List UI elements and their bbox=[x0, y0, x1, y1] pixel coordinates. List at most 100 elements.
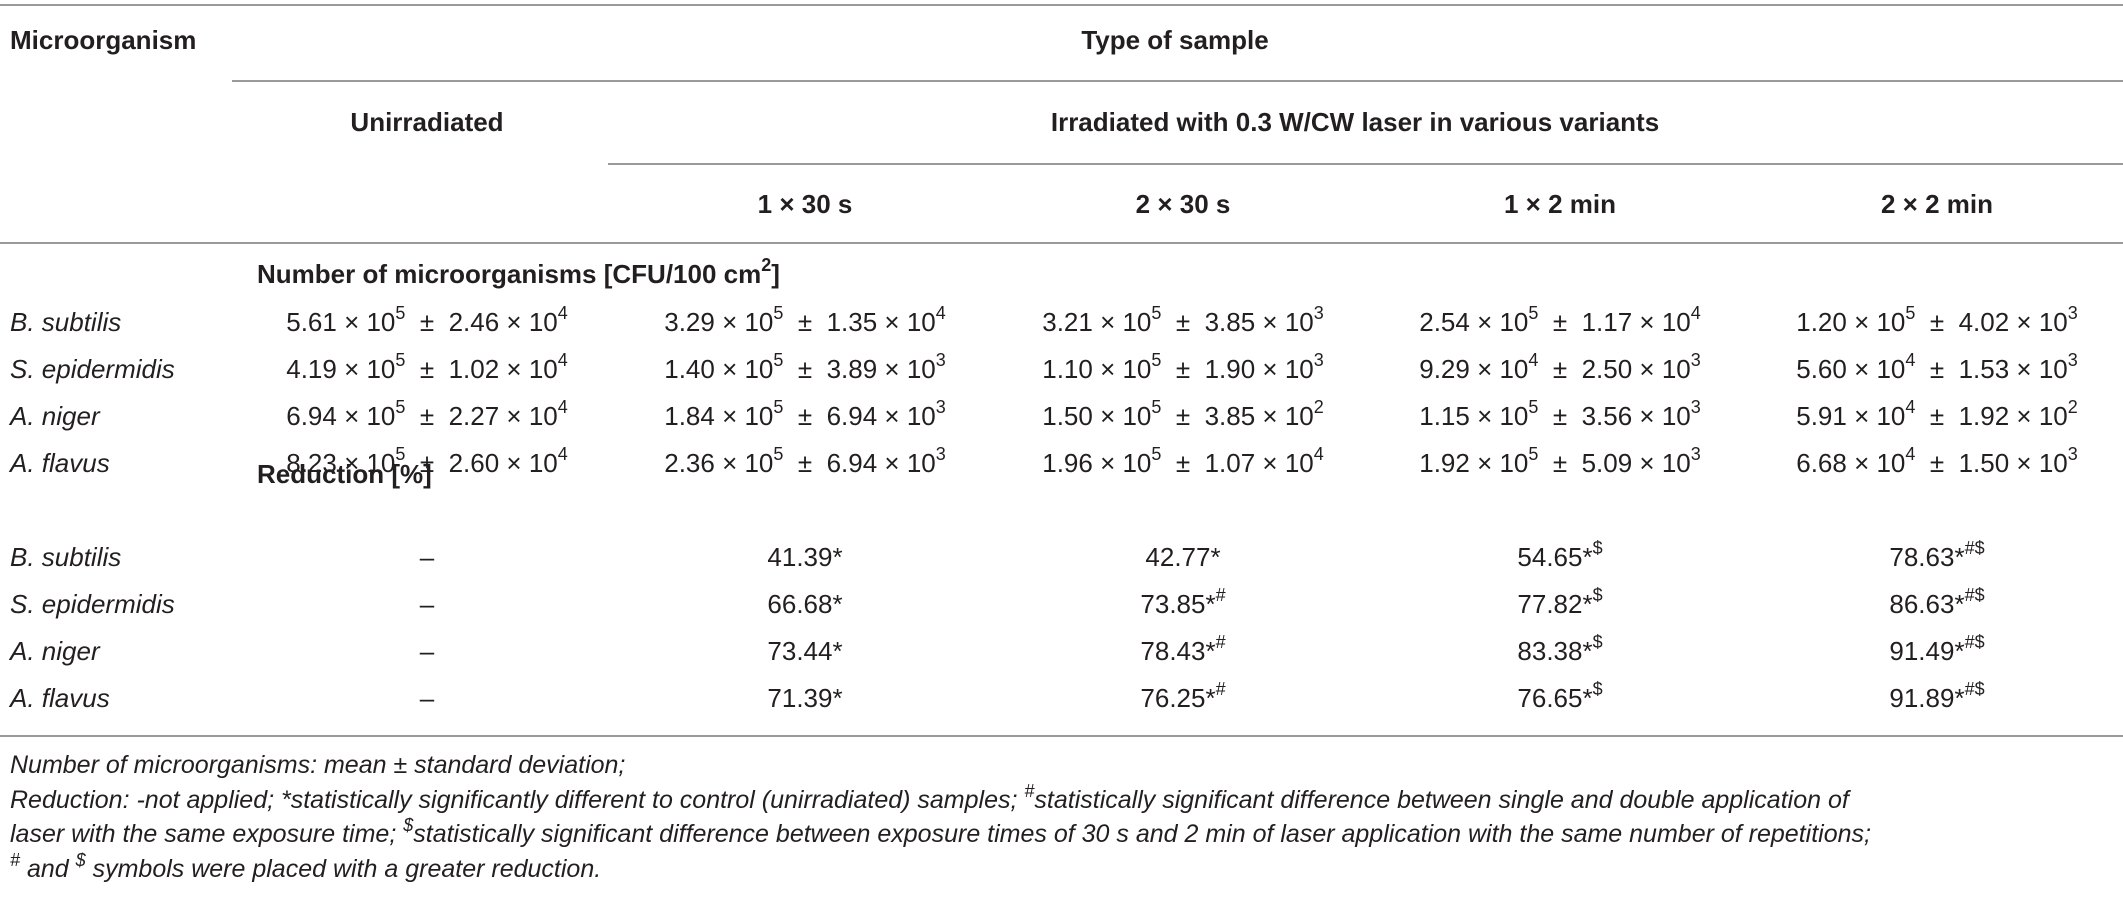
sd-mantissa: 6.94 × 10 bbox=[826, 401, 936, 431]
count-label-end: ] bbox=[771, 259, 780, 289]
sd-exponent: 4 bbox=[1690, 303, 1701, 324]
mean-mantissa: 2.54 × 10 bbox=[1419, 307, 1529, 337]
reduction-unirradiated-cell: – bbox=[419, 683, 435, 713]
reduction-value: 66.68* bbox=[767, 589, 843, 619]
count-cell: 1.84 × 105 ± 6.94 × 103 bbox=[664, 398, 946, 432]
count-cell: 3.29 × 105 ± 1.35 × 104 bbox=[664, 303, 946, 338]
sd-mantissa: 3.56 × 10 bbox=[1581, 401, 1691, 431]
header-bottom-rule bbox=[0, 242, 2123, 244]
reduction-marks: #$ bbox=[1964, 679, 1985, 700]
reduction-value: 86.63* bbox=[1889, 589, 1965, 619]
mean-exponent: 5 bbox=[773, 303, 784, 324]
mean-mantissa: 1.50 × 10 bbox=[1042, 401, 1152, 431]
sd-mantissa: 1.07 × 10 bbox=[1204, 448, 1314, 478]
section-reduction-label: Reduction [%] bbox=[257, 459, 432, 489]
mean-exponent: 5 bbox=[395, 303, 406, 324]
count-cell: 4.19 × 105 ± 1.02 × 104 bbox=[286, 350, 568, 385]
reduction-value: 77.82* bbox=[1517, 589, 1593, 619]
plus-minus: ± bbox=[1161, 354, 1205, 384]
header-variant-2x30s: 2 × 30 s bbox=[1135, 189, 1231, 219]
reduction-cell: 76.25*# bbox=[1140, 679, 1226, 714]
plus-minus: ± bbox=[1915, 354, 1959, 384]
footnote-3a: laser with the same exposure time; bbox=[10, 820, 404, 848]
reduction-unirradiated-cell: – bbox=[419, 542, 435, 572]
sd-exponent: 3 bbox=[1690, 397, 1701, 418]
reduction-cell: 91.89*#$ bbox=[1889, 679, 1985, 714]
reduction-cell: 66.68* bbox=[767, 588, 842, 620]
reduction-value: 73.85* bbox=[1140, 589, 1216, 619]
sd-exponent: 3 bbox=[1690, 350, 1701, 371]
mean-exponent: 5 bbox=[1528, 444, 1539, 465]
reduction-value: 42.77* bbox=[1145, 542, 1221, 572]
reduction-marks: $ bbox=[1592, 632, 1603, 653]
mean-exponent: 5 bbox=[395, 397, 406, 418]
plus-minus: ± bbox=[1538, 307, 1582, 337]
reduction-cell: 41.39* bbox=[767, 541, 842, 573]
footnote-line-4: # and $ symbols were placed with a great… bbox=[10, 849, 601, 885]
reduction-row-name: B. subtilis bbox=[10, 542, 122, 572]
count-cell: 6.94 × 105 ± 2.27 × 104 bbox=[286, 397, 568, 432]
top-rule bbox=[0, 4, 2123, 6]
header-type-of-sample: Type of sample bbox=[1081, 25, 1269, 55]
mean-mantissa: 2.36 × 10 bbox=[664, 448, 774, 478]
sd-mantissa: 1.35 × 10 bbox=[826, 307, 936, 337]
mean-exponent: 5 bbox=[395, 444, 406, 465]
sd-exponent: 3 bbox=[935, 444, 946, 465]
reduction-marks: $ bbox=[1592, 538, 1603, 559]
sd-mantissa: 2.50 × 10 bbox=[1581, 354, 1691, 384]
reduction-cell: 76.65*$ bbox=[1517, 679, 1603, 714]
plus-minus: ± bbox=[1161, 448, 1205, 478]
count-cell: 6.68 × 104 ± 1.50 × 103 bbox=[1796, 444, 2078, 479]
reduction-value: 76.65* bbox=[1517, 683, 1593, 713]
mean-mantissa: 5.91 × 10 bbox=[1796, 401, 1906, 431]
reduction-marks: $ bbox=[1592, 679, 1603, 700]
count-row-name: B. subtilis bbox=[10, 307, 122, 337]
sd-exponent: 4 bbox=[1313, 444, 1324, 465]
reduction-row-name: A. niger bbox=[10, 636, 100, 666]
table-bottom-rule bbox=[0, 735, 2123, 737]
header-microorganism: Microorganism bbox=[10, 25, 197, 55]
reduction-cell: 78.63*#$ bbox=[1889, 539, 1984, 573]
sd-exponent: 4 bbox=[557, 444, 568, 465]
footnote-3-sup: $ bbox=[403, 814, 414, 835]
count-cell: 1.10 × 105 ± 1.90 × 103 bbox=[1042, 350, 1324, 385]
plus-minus: ± bbox=[405, 307, 449, 337]
sd-mantissa: 1.90 × 10 bbox=[1204, 354, 1314, 384]
mean-mantissa: 6.94 × 10 bbox=[286, 401, 396, 431]
sd-mantissa: 3.85 × 10 bbox=[1204, 401, 1314, 431]
mean-mantissa: 1.40 × 10 bbox=[664, 354, 774, 384]
plus-minus: ± bbox=[405, 401, 449, 431]
plus-minus: ± bbox=[1161, 401, 1205, 431]
footnote-4-sup1: # bbox=[10, 849, 21, 870]
sd-exponent: 3 bbox=[2067, 444, 2078, 465]
plus-minus: ± bbox=[783, 354, 827, 384]
mean-exponent: 5 bbox=[395, 350, 406, 371]
plus-minus: ± bbox=[1538, 401, 1582, 431]
reduction-cell: 42.77* bbox=[1145, 541, 1220, 573]
mean-mantissa: 1.92 × 10 bbox=[1419, 448, 1529, 478]
sd-mantissa: 5.09 × 10 bbox=[1581, 448, 1691, 478]
mean-mantissa: 5.60 × 10 bbox=[1796, 354, 1906, 384]
mean-mantissa: 8.23 × 10 bbox=[286, 448, 396, 478]
mean-exponent: 4 bbox=[1528, 350, 1539, 371]
footnote-line-1: Number of microorganisms: mean ± standar… bbox=[10, 749, 625, 781]
sd-exponent: 3 bbox=[2067, 303, 2078, 324]
mean-mantissa: 1.96 × 10 bbox=[1042, 448, 1152, 478]
footnote-1-text: Number of microorganisms: mean ± standar… bbox=[10, 751, 626, 779]
mean-mantissa: 1.20 × 10 bbox=[1796, 307, 1906, 337]
reduction-value: 71.39* bbox=[767, 683, 843, 713]
reduction-marks: # bbox=[1215, 679, 1226, 700]
mean-exponent: 5 bbox=[1151, 350, 1162, 371]
sd-mantissa: 2.60 × 10 bbox=[448, 448, 558, 478]
sd-exponent: 4 bbox=[557, 397, 568, 418]
count-cell: 5.61 × 105 ± 2.46 × 104 bbox=[286, 303, 568, 338]
mean-mantissa: 5.61 × 10 bbox=[286, 307, 396, 337]
reduction-row-name: A. flavus bbox=[10, 683, 110, 713]
plus-minus: ± bbox=[783, 401, 827, 431]
reduction-cell: 73.44* bbox=[767, 635, 842, 667]
sd-mantissa: 2.46 × 10 bbox=[448, 307, 558, 337]
sd-mantissa: 1.50 × 10 bbox=[1958, 448, 2068, 478]
mean-exponent: 4 bbox=[1905, 397, 1916, 418]
count-label-text: Number of microorganisms [CFU/100 cm bbox=[257, 259, 762, 289]
reduction-cell: 83.38*$ bbox=[1517, 632, 1603, 667]
